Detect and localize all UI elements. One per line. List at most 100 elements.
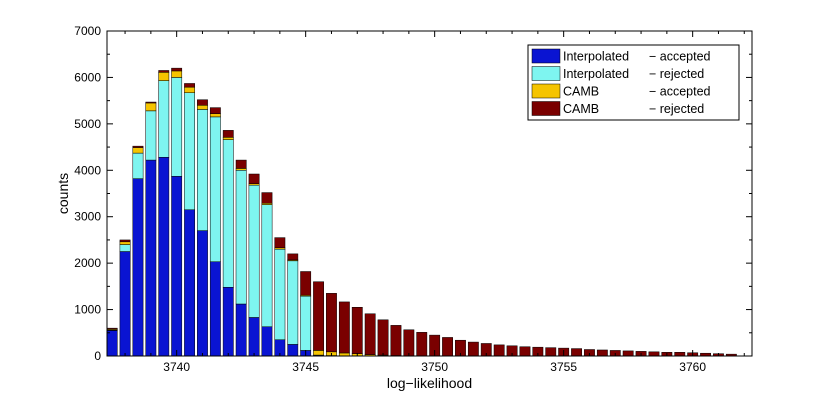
y-tick-label: 3000	[74, 210, 101, 224]
bar-segment-1-10	[235, 170, 247, 305]
bar-segment-3-5	[171, 67, 183, 72]
y-tick-label: 6000	[74, 70, 101, 84]
legend-swatch	[531, 83, 561, 99]
bar-segment-2-9	[222, 137, 234, 140]
legend-series-name: Interpolated	[563, 50, 629, 64]
bar-segment-3-2	[132, 145, 144, 148]
bar-segment-3-32	[519, 346, 531, 357]
bar-segment-3-15	[300, 271, 312, 296]
bar-segment-1-12	[261, 204, 273, 327]
bar-segment-0-8	[209, 261, 221, 357]
bar-segment-3-13	[274, 237, 286, 249]
y-tick-label: 7000	[74, 24, 101, 38]
legend-series-status: − accepted	[649, 85, 711, 99]
legend-box	[527, 44, 740, 121]
bar-segment-0-1	[119, 251, 131, 357]
bar-segment-3-10	[235, 159, 247, 169]
bar-segment-3-19	[351, 307, 363, 354]
bar-segment-0-7	[197, 230, 208, 357]
bar-segment-3-17	[326, 293, 337, 353]
bar-segment-2-7	[197, 105, 208, 110]
bar-segment-1-4	[158, 80, 170, 158]
bar-segment-2-6	[184, 86, 195, 94]
y-tick-label: 2000	[74, 256, 101, 270]
bar-segment-3-0	[106, 327, 118, 330]
bar-segment-0-5	[171, 176, 183, 357]
x-axis-label: log−likelihood	[387, 375, 472, 391]
bar-segment-3-8	[209, 107, 221, 114]
bar-segment-3-20	[364, 313, 376, 355]
bar-segment-3-1	[119, 239, 131, 243]
bar-segment-3-34	[545, 347, 557, 357]
bar-segment-3-18	[338, 301, 350, 354]
bar-segment-3-24	[416, 332, 428, 357]
bar-segment-1-15	[300, 295, 312, 351]
legend-series-status: − rejected	[649, 102, 704, 116]
bar-segment-3-14	[287, 253, 299, 261]
bar-segment-2-3	[145, 102, 157, 112]
legend-swatch	[531, 101, 561, 116]
bar-segment-0-9	[222, 287, 234, 357]
legend-series-name: CAMB	[563, 102, 599, 116]
bar-segment-3-26	[442, 337, 453, 357]
legend-series-name: Interpolated	[563, 67, 629, 81]
legend-series-status: − accepted	[649, 50, 711, 64]
bar-segment-2-5	[171, 70, 183, 78]
bar-segment-3-4	[158, 70, 170, 73]
bar-segment-3-40	[622, 350, 634, 357]
x-axis: 3740 3745 3750 3755 3760	[124, 31, 745, 374]
bar-segment-3-9	[222, 130, 234, 138]
bar-segment-3-12	[261, 192, 273, 204]
bar-segment-0-12	[261, 326, 273, 357]
bar-segment-1-5	[171, 77, 183, 177]
bar-segment-3-22	[390, 325, 402, 356]
bar-segment-1-6	[184, 92, 195, 210]
bar-segment-2-8	[209, 113, 221, 118]
bar-segment-3-11	[248, 173, 260, 184]
bar-segment-0-4	[158, 157, 170, 357]
bar-segment-2-16	[313, 350, 324, 356]
bar-segment-3-21	[377, 319, 389, 356]
x-tick-label: 3745	[292, 360, 319, 374]
x-tick-label: 3755	[550, 360, 577, 374]
bar-segment-3-28	[467, 341, 479, 357]
bar-segment-0-3	[145, 159, 157, 357]
bar-segment-1-3	[145, 110, 157, 161]
x-tick-label: 3740	[163, 360, 190, 374]
x-tick-label: 3760	[679, 360, 706, 374]
y-axis: 0 1000 2000 3000 4000 5000 6000 7000	[74, 24, 752, 363]
y-tick-label: 4000	[74, 163, 101, 177]
bar-segment-1-1	[119, 244, 131, 252]
bar-segment-3-7	[197, 99, 208, 106]
bar-segment-1-8	[209, 116, 221, 262]
bar-segment-3-42	[648, 351, 660, 357]
bar-segment-3-36	[571, 348, 582, 357]
bar-segment-3-16	[313, 281, 324, 351]
legend-swatch	[531, 48, 561, 64]
y-tick-label: 0	[94, 349, 101, 363]
bar-segment-2-10	[235, 168, 247, 171]
bar-segment-2-4	[158, 72, 170, 81]
bar-segment-0-6	[184, 209, 195, 357]
bar-segment-3-3	[145, 101, 157, 104]
bar-segment-3-38	[596, 349, 608, 357]
legend: Interpolated − accepted Interpolated − reje…	[527, 44, 740, 121]
legend-series-name: CAMB	[563, 85, 599, 99]
legend-series-status: − rejected	[649, 67, 704, 81]
bar-segment-3-6	[184, 83, 195, 88]
bar-segment-1-9	[222, 139, 234, 288]
bar-segment-0-14	[287, 344, 299, 357]
bar-segment-2-1	[119, 241, 131, 245]
y-axis-label: counts	[55, 173, 71, 214]
bar-segment-1-11	[248, 184, 260, 318]
bar-segment-2-18	[338, 352, 350, 357]
bar-segment-3-23	[403, 329, 415, 357]
bar-segment-3-30	[493, 344, 505, 357]
bar-segment-1-14	[287, 260, 299, 345]
bar-segment-0-2	[132, 178, 144, 357]
y-tick-label: 1000	[74, 303, 101, 317]
bar-segment-2-2	[132, 147, 144, 154]
bar-segment-0-10	[235, 303, 247, 357]
bar-segment-0-11	[248, 317, 260, 357]
